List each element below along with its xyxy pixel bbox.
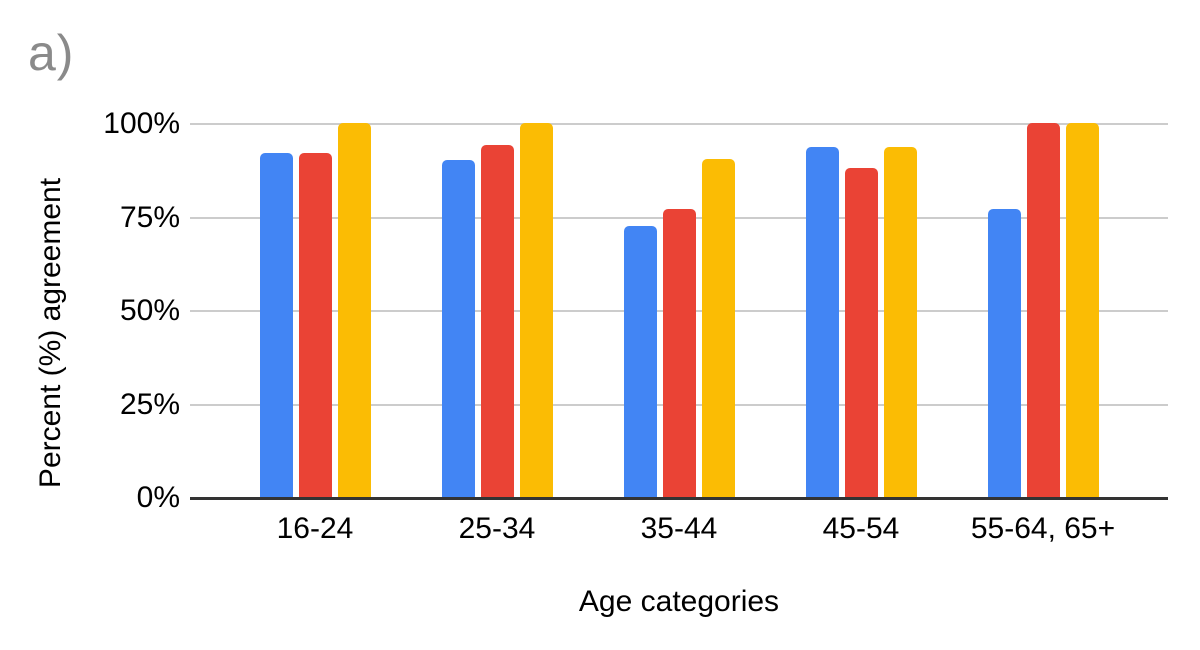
- x-axis-title: Age categories: [578, 585, 780, 618]
- x-category-label: 16-24: [276, 512, 354, 545]
- x-axis-category-labels: 16-24 25-34 35-44 45-54 55-64, 65+: [190, 514, 1168, 544]
- bar-group: [952, 123, 1134, 497]
- x-category-label: 35-44: [640, 512, 718, 545]
- bar-group: [224, 123, 406, 497]
- x-category-label: 45-54: [822, 512, 900, 545]
- panel-label: a): [28, 25, 75, 81]
- bar-group: [406, 123, 588, 497]
- bar-blue-series: [805, 147, 839, 497]
- bar-red-series: [1026, 123, 1060, 497]
- bar-red-series: [844, 167, 878, 497]
- bar-yellow-series: [883, 147, 917, 497]
- y-tick-label: 75%: [119, 201, 180, 234]
- x-category-label: 25-34: [458, 512, 536, 545]
- bar-group: [770, 123, 952, 497]
- x-category-label: 55-64, 65+: [970, 512, 1116, 545]
- y-tick-label: 50%: [119, 294, 180, 327]
- plot-area: [190, 123, 1168, 500]
- bar-blue-series: [259, 152, 293, 497]
- bar-group: [588, 123, 770, 497]
- bar-blue-series: [987, 209, 1021, 497]
- bar-blue-series: [623, 225, 657, 497]
- y-tick-label: 100%: [103, 107, 180, 140]
- bar-red-series: [298, 152, 332, 497]
- y-tick-label: 0%: [136, 481, 180, 514]
- bar-blue-series: [441, 160, 475, 497]
- y-tick-label: 25%: [119, 388, 180, 421]
- bar-red-series: [480, 145, 514, 497]
- bar-red-series: [662, 209, 696, 497]
- x-axis-line: [190, 497, 1168, 500]
- bar-yellow-series: [701, 158, 735, 497]
- y-axis-tick-labels: 0% 25% 50% 75% 100%: [0, 109, 180, 513]
- bar-yellow-series: [1065, 123, 1099, 497]
- gridline: [190, 123, 1168, 125]
- bar-yellow-series: [519, 123, 553, 497]
- bar-groups: [190, 123, 1168, 497]
- bar-yellow-series: [337, 123, 371, 497]
